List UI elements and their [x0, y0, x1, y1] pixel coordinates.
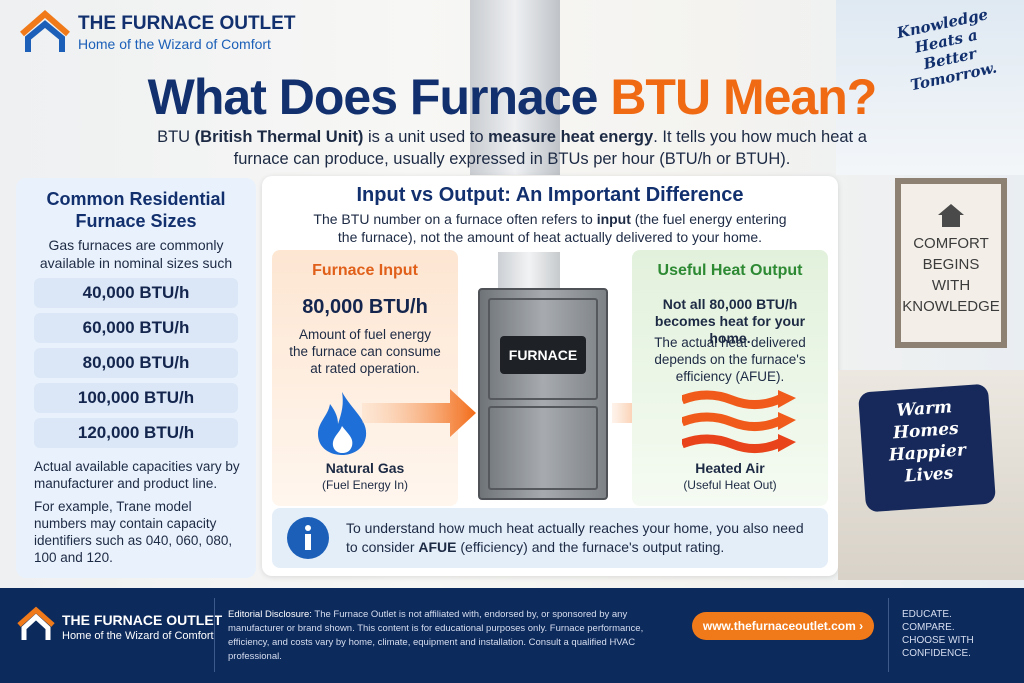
disclosure-text: The Furnace Outlet is not affiliated wit… — [228, 609, 644, 662]
size-item: 80,000 BTU/h — [34, 348, 238, 378]
duct — [470, 0, 560, 175]
output-desc: The actual heat delivered depends on the… — [654, 335, 806, 384]
wall-sign: COMFORT BEGINS WITH KNOWLEDGE — [895, 178, 1007, 348]
output-lead: Not all 80,000 BTU/h becomes heat for yo… — [654, 296, 806, 346]
input-desc: Amount of fuel energy the furnace can co… — [289, 327, 441, 376]
difference-panel: Input vs Output: An Important Difference… — [262, 176, 838, 576]
window — [836, 0, 1024, 175]
furnace-door — [488, 406, 598, 490]
wall-sign-line: COMFORT — [913, 235, 989, 252]
size-item: 60,000 BTU/h — [34, 313, 238, 343]
text-segment: (the fuel energy entering the furnace), … — [337, 211, 787, 245]
pillow: Warm Homes Happier Lives — [857, 383, 997, 513]
wall-sign-line: WITH — [931, 277, 971, 294]
footer-slogan: EDUCATE. COMPARE. CHOOSE WITH CONFIDENCE… — [902, 608, 1024, 660]
footer-brand: THE FURNACE OUTLET — [62, 612, 223, 628]
disclosure: Editorial Disclosure: The Furnace Outlet… — [228, 608, 676, 664]
info-icon — [287, 517, 329, 559]
tagline: Home of the Wizard of Comfort — [78, 36, 271, 52]
logo-icon — [20, 10, 70, 52]
text-segment: . It tells you how much heat a furnace c… — [233, 128, 867, 168]
size-item: 100,000 BTU/h — [34, 383, 238, 413]
text-segment: (British Thermal Unit) — [194, 128, 364, 146]
output-icon-sub: (Useful Heat Out) — [683, 478, 777, 492]
output-heading: Useful Heat Output — [657, 262, 803, 279]
text-segment: is a unit used to — [363, 128, 489, 146]
text-segment: input — [596, 211, 631, 227]
input-icon-sub: (Fuel Energy In) — [321, 478, 409, 492]
size-item: 120,000 BTU/h — [34, 418, 238, 448]
house-icon — [938, 204, 964, 227]
input-card: Furnace Input 80,000 BTU/h Amount of fue… — [272, 250, 458, 506]
brand: THE FURNACE OUTLET — [78, 13, 296, 34]
footer-slogan-line: EDUCATE. — [902, 609, 952, 620]
footer-logo-icon — [17, 606, 55, 640]
footer-slogan-line: CHOOSE WITH CONFIDENCE. — [902, 635, 974, 659]
text-segment: AFUE — [418, 539, 457, 555]
sizes-panel: Common Residential Furnace Sizes Gas fur… — [16, 178, 256, 578]
sizes-note: Actual available capacities vary by manu… — [34, 459, 240, 491]
footer-tagline: Home of the Wizard of Comfort — [62, 630, 214, 642]
furnace-pipes — [498, 252, 560, 292]
title: What Does Furnace BTU Mean? — [0, 68, 1024, 126]
output-icon-label: Heated Air — [695, 460, 765, 476]
output-card: Useful Heat Output Not all 80,000 BTU/h … — [632, 250, 828, 506]
text-segment: The BTU number on a furnace often refers… — [313, 211, 597, 227]
sizes-note: For example, Trane model numbers may con… — [34, 499, 233, 565]
size-item: 40,000 BTU/h — [34, 278, 238, 308]
website-button[interactable]: www.thefurnaceoutlet.com › — [692, 612, 874, 640]
input-heading: Furnace Input — [312, 262, 418, 279]
info-text: To understand how much heat actually rea… — [346, 519, 816, 557]
text-segment: BTU — [157, 128, 195, 146]
input-arrow — [362, 389, 476, 437]
wall-sign-line: BEGINS — [922, 256, 980, 273]
title-accent: BTU Mean? — [610, 69, 877, 125]
text-segment: To understand how much heat actually rea… — [346, 520, 804, 555]
text-segment: measure heat energy — [488, 128, 654, 146]
divider — [214, 598, 215, 672]
disclosure-label: Editorial Disclosure: — [228, 609, 312, 620]
divider — [888, 598, 889, 672]
input-value: 80,000 BTU/h — [302, 296, 428, 318]
text-segment: (efficiency) and the furnace's output ra… — [456, 539, 725, 555]
title-main: What Does Furnace — [147, 69, 599, 125]
sizes-title: Common Residential Furnace Sizes — [46, 189, 226, 231]
panel-title: Input vs Output: An Important Difference — [356, 184, 744, 206]
furnace-door — [488, 298, 598, 400]
wall-sign-text: COMFORT BEGINS WITH KNOWLEDGE — [901, 233, 1001, 317]
input-icon-label: Natural Gas — [325, 460, 405, 476]
panel-subtitle: The BTU number on a furnace often refers… — [302, 210, 798, 246]
intro: BTU (British Thermal Unit) is a unit use… — [150, 126, 874, 170]
furnace: FURNACE — [478, 288, 608, 500]
footer: THE FURNACE OUTLET Home of the Wizard of… — [0, 588, 1024, 683]
furnace-label: FURNACE — [500, 336, 586, 374]
wall-sign-line: KNOWLEDGE — [902, 298, 1000, 315]
flame-icon — [318, 392, 367, 455]
heat-waves-icon — [682, 390, 796, 453]
footer-slogan-line: COMPARE. — [902, 622, 955, 633]
info-bar: To understand how much heat actually rea… — [272, 508, 828, 568]
